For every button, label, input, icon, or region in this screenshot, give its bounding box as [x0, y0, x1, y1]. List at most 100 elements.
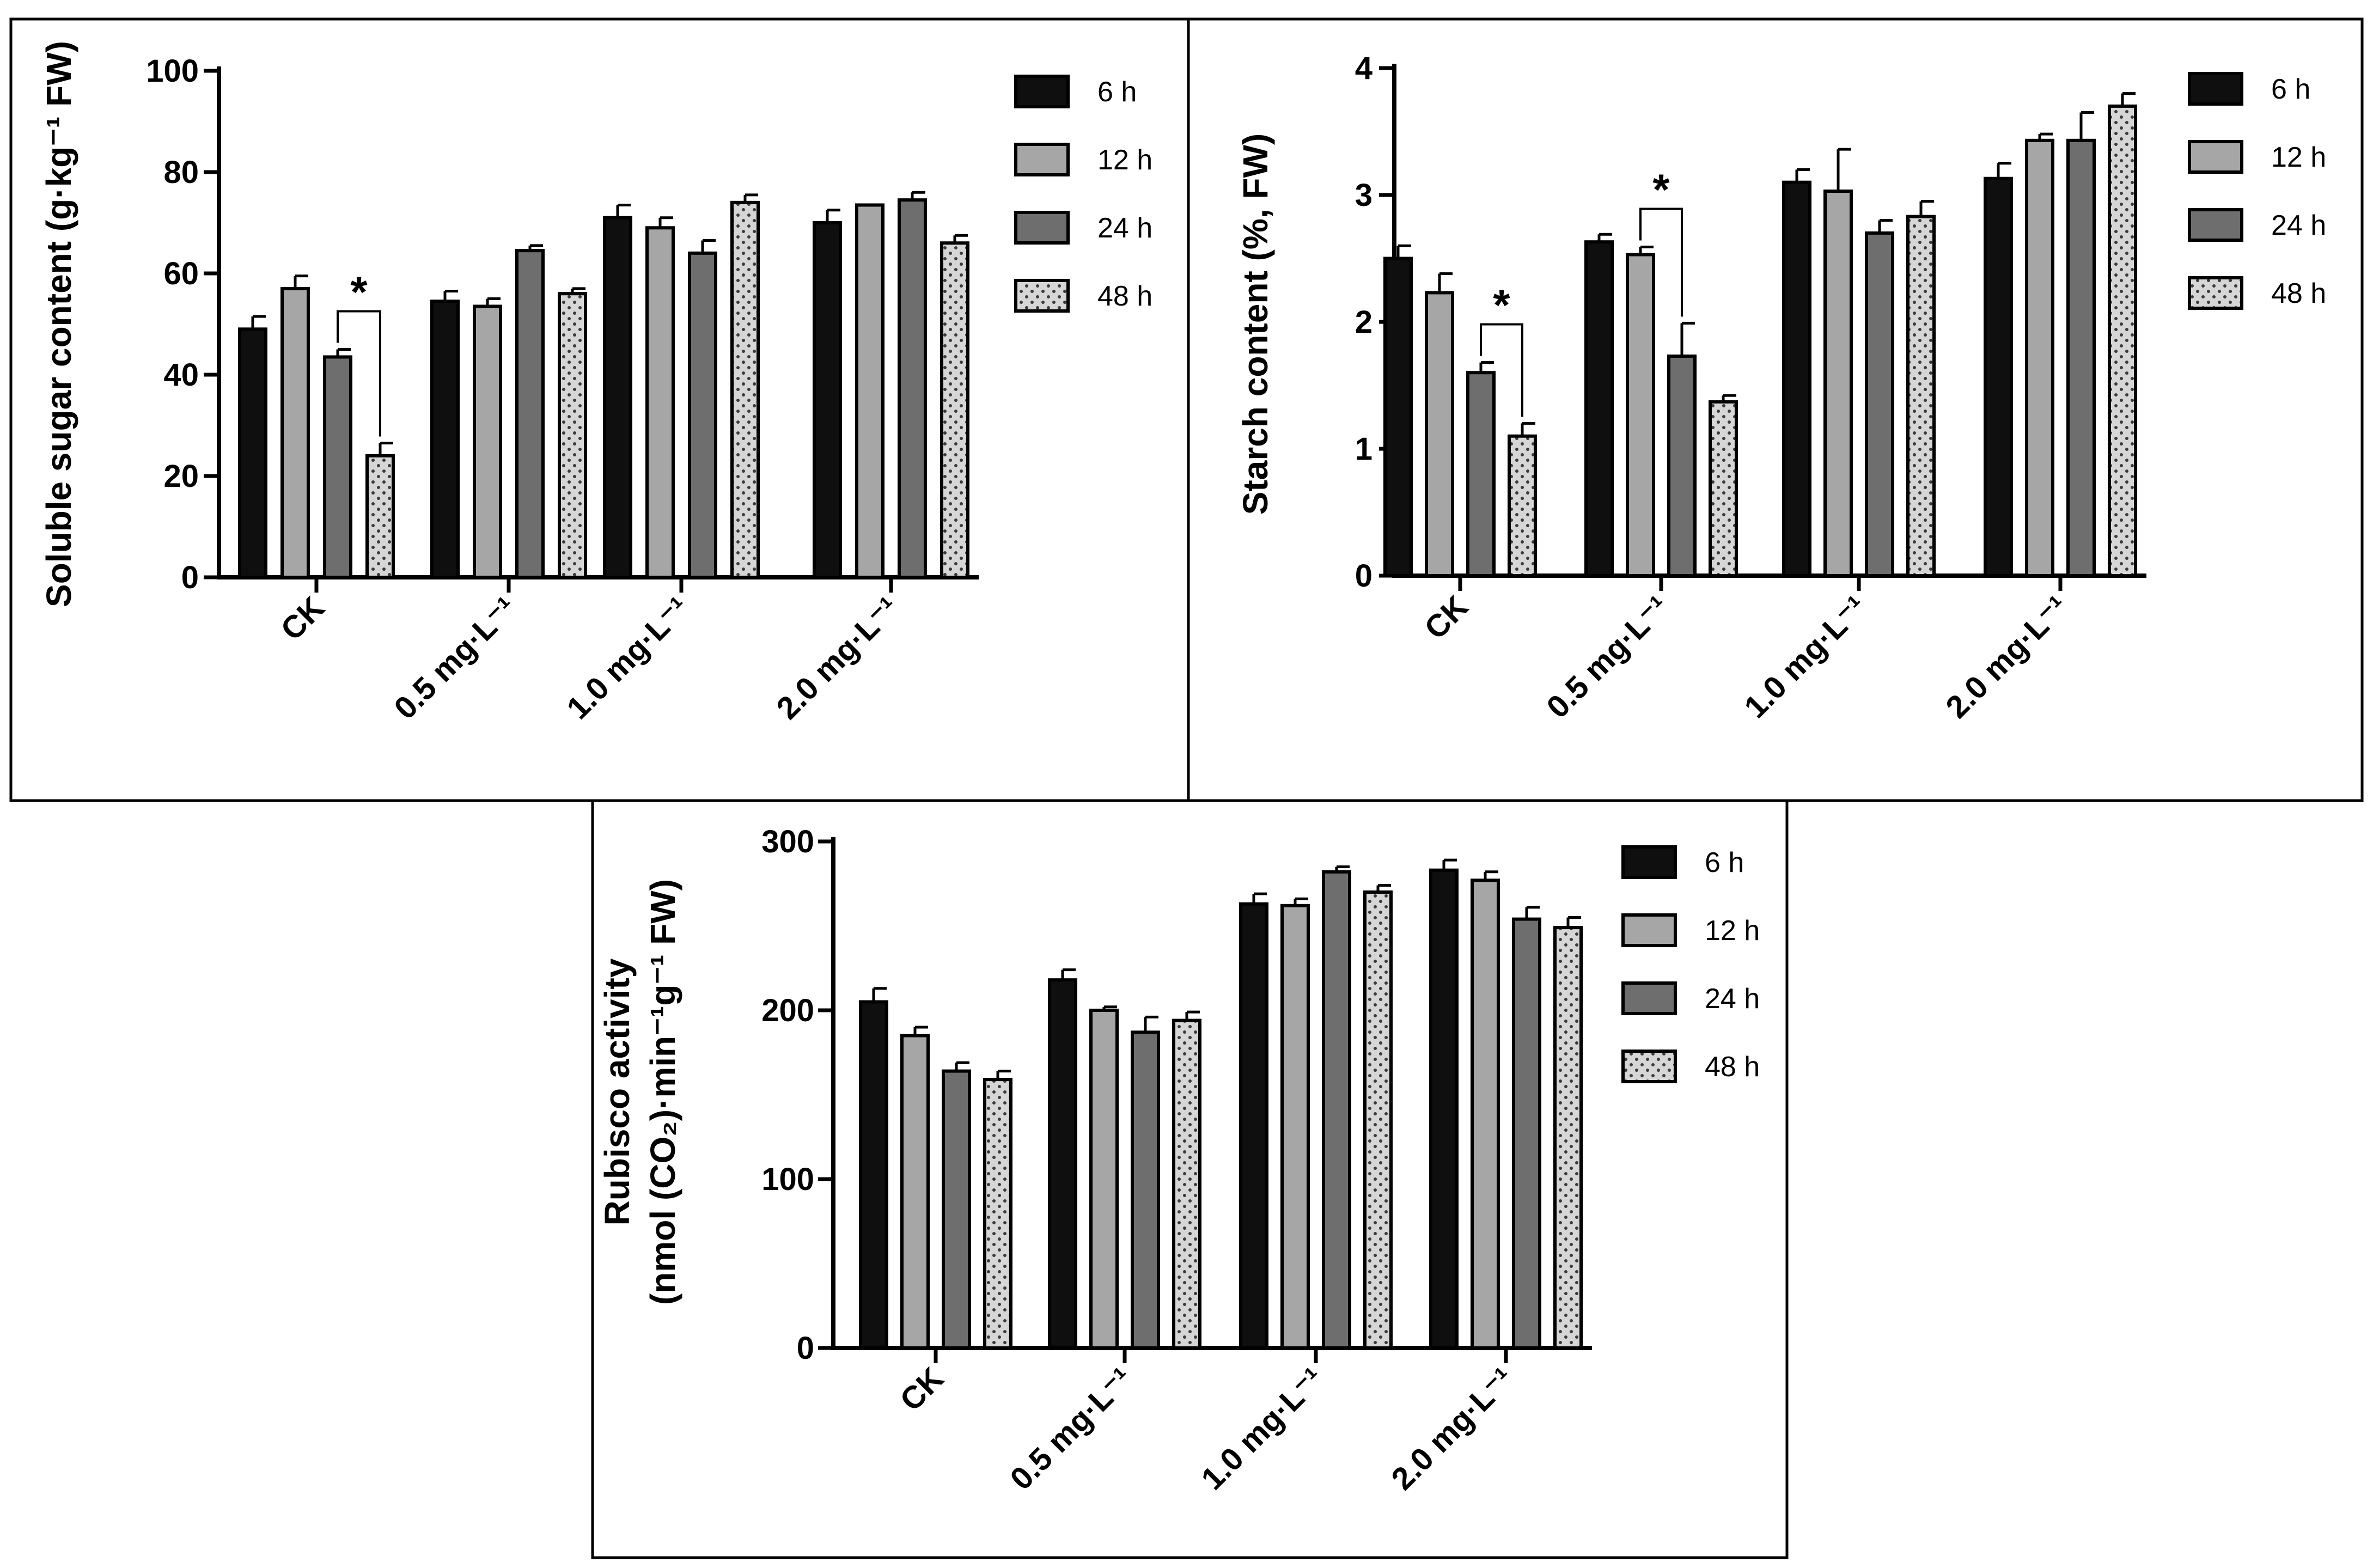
y-tick-label: 100 [761, 1162, 814, 1197]
legend-swatch [1621, 981, 1677, 1015]
bar-48h-1 [1172, 1018, 1201, 1350]
x-tick-label: CK [1418, 589, 1475, 646]
bar-48h-3 [1553, 926, 1583, 1350]
bar-12h-2 [1280, 904, 1310, 1350]
bar-24h-2 [1865, 231, 1894, 577]
legend-swatch [1014, 143, 1070, 176]
bar-6h-0 [238, 327, 267, 579]
panel-frame-rubisco [591, 799, 1789, 1559]
bar-48h-3 [2108, 104, 2137, 577]
x-tick-label: 2.0 mg·L⁻¹ [770, 590, 906, 726]
bar-24h-2 [688, 251, 717, 579]
bar-48h-2 [1906, 215, 1936, 577]
legend-swatch [2188, 276, 2243, 310]
y-tick-label: 100 [146, 53, 199, 89]
significance-bracket [337, 310, 381, 437]
chart-rubisco: 0 100 200 300 Rubisco activity (nmol (CO₂)·mi… [597, 824, 1760, 1497]
legend-swatch [1014, 279, 1070, 313]
significance-star: * [350, 268, 368, 316]
bar-48h-0 [365, 454, 395, 579]
bar-12h-2 [645, 226, 675, 579]
bar-48h-0 [1508, 434, 1537, 577]
bar-12h-3 [1471, 878, 1500, 1350]
bar-6h-0 [859, 1000, 888, 1350]
y-axis-title: Soluble sugar content (g·kg⁻¹ FW) [39, 41, 78, 607]
y-tick-label: 80 [163, 155, 199, 190]
y-axis-title: (nmol (CO₂)·min⁻¹g⁻¹ FW) [643, 879, 682, 1305]
bar-48h-3 [940, 241, 969, 579]
bar-48h-0 [983, 1078, 1012, 1350]
x-tick-label: 2.0 mg·L⁻¹ [1384, 1360, 1521, 1497]
legend-swatch [2188, 208, 2243, 242]
x-tick-label: 0.5 mg·L⁻¹ [1003, 1360, 1139, 1497]
x-tick-label: 0.5 mg·L⁻¹ [1540, 589, 1676, 725]
legend-label: 6 h [1705, 847, 1744, 878]
legend-label: 48 h [1097, 280, 1152, 312]
bar-12h-3 [2025, 138, 2054, 577]
bar-24h-0 [942, 1069, 971, 1350]
legend-label: 24 h [1705, 983, 1760, 1015]
bar-12h-0 [900, 1034, 930, 1350]
x-tick-label: CK [274, 590, 331, 647]
x-tick-label: 0.5 mg·L⁻¹ [387, 590, 523, 726]
y-tick-label: 0 [797, 1331, 814, 1366]
bar-6h-0 [1383, 257, 1413, 577]
y-axis-title: Starch content (%, FW) [1236, 133, 1275, 515]
bar-12h-0 [280, 286, 310, 579]
y-tick-label: 20 [163, 459, 199, 494]
legend-swatch [2188, 140, 2243, 174]
y-tick-label: 0 [181, 560, 199, 595]
bar-6h-1 [430, 300, 460, 579]
legend-label: 6 h [1097, 76, 1137, 108]
x-tick-label: 2.0 mg·L⁻¹ [1939, 589, 2075, 725]
bar-24h-0 [1466, 371, 1496, 577]
bar-12h-1 [1626, 253, 1655, 577]
legend-label: 12 h [1097, 144, 1152, 176]
bar-48h-1 [1709, 400, 1738, 577]
bar-6h-3 [1429, 868, 1459, 1350]
bar-12h-3 [855, 203, 884, 579]
y-tick-label: 60 [163, 256, 199, 291]
bar-6h-3 [1984, 176, 2013, 577]
bar-6h-3 [813, 221, 842, 579]
legend-swatch [1621, 845, 1677, 879]
legend-label: 48 h [1705, 1051, 1760, 1083]
y-tick-label: 0 [1355, 558, 1372, 594]
y-tick-label: 40 [163, 357, 199, 393]
legend-label: 12 h [1705, 915, 1760, 947]
bar-6h-1 [1584, 240, 1614, 577]
bar-24h-0 [323, 355, 352, 579]
significance-bracket [1480, 323, 1523, 417]
bar-6h-2 [1782, 180, 1811, 577]
y-tick-label: 300 [761, 824, 814, 859]
bar-24h-3 [898, 198, 927, 579]
bar-12h-1 [1089, 1009, 1119, 1350]
bar-12h-0 [1425, 291, 1454, 577]
legend-swatch [1621, 1050, 1677, 1083]
chart-starch: 0 1 2 3 4 Starch content (%, FW) CK 0.5 mg·L⁻¹ 1… [1236, 51, 2326, 725]
legend-label: 24 h [2271, 210, 2326, 241]
bar-48h-2 [1363, 890, 1393, 1350]
bar-24h-1 [515, 249, 545, 579]
x-tick-label: CK [893, 1360, 950, 1418]
y-tick-label: 4 [1355, 51, 1372, 86]
y-tick-label: 3 [1355, 178, 1372, 213]
x-tick-label: 1.0 mg·L⁻¹ [560, 590, 696, 726]
bar-24h-1 [1131, 1030, 1160, 1350]
significance-star: * [1493, 281, 1510, 330]
legend-label: 6 h [2271, 74, 2310, 105]
bar-48h-2 [730, 200, 760, 579]
bar-6h-2 [1239, 902, 1268, 1350]
bar-48h-1 [558, 292, 587, 579]
y-tick-label: 1 [1355, 431, 1372, 467]
bar-24h-3 [1512, 917, 1541, 1350]
bar-24h-2 [1322, 870, 1351, 1350]
y-tick-label: 200 [761, 993, 814, 1028]
bar-24h-3 [2066, 138, 2096, 577]
x-tick-label: 1.0 mg·L⁻¹ [1194, 1360, 1331, 1497]
legend-swatch [1014, 211, 1070, 245]
x-tick-label: 1.0 mg·L⁻¹ [1737, 589, 1874, 725]
legend-label: 24 h [1097, 212, 1152, 244]
legend-swatch [2188, 72, 2243, 106]
